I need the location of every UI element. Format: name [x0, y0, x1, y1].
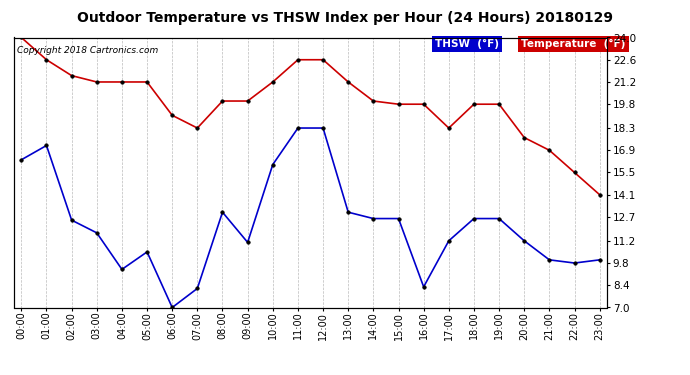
- Text: Outdoor Temperature vs THSW Index per Hour (24 Hours) 20180129: Outdoor Temperature vs THSW Index per Ho…: [77, 11, 613, 25]
- Text: THSW  (°F): THSW (°F): [435, 39, 499, 49]
- Text: Temperature  (°F): Temperature (°F): [521, 39, 626, 49]
- Text: Copyright 2018 Cartronics.com: Copyright 2018 Cartronics.com: [17, 46, 158, 55]
